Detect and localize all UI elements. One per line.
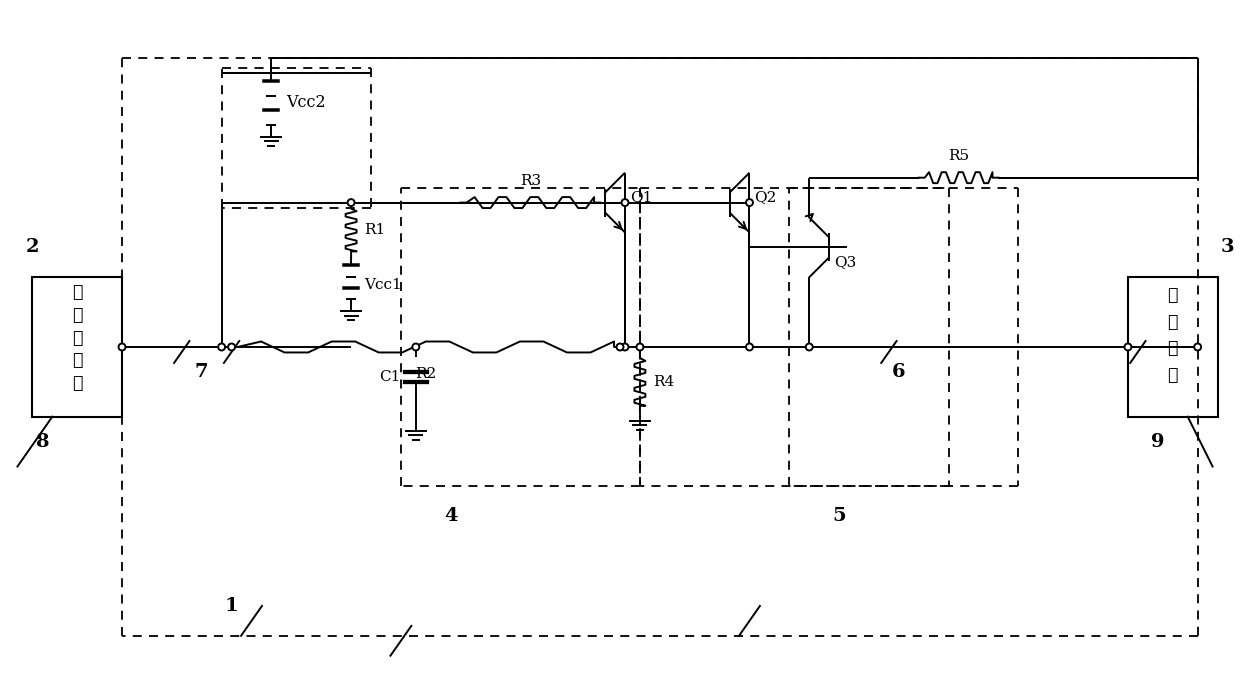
Circle shape	[347, 199, 355, 206]
Text: 8: 8	[36, 433, 50, 451]
Text: 7: 7	[195, 363, 208, 381]
Text: 6: 6	[892, 363, 905, 381]
Circle shape	[218, 344, 226, 350]
Text: R2: R2	[415, 367, 436, 381]
Text: 1: 1	[224, 597, 238, 615]
Circle shape	[621, 344, 629, 350]
Circle shape	[1125, 344, 1131, 350]
Circle shape	[1194, 344, 1202, 350]
Text: 3: 3	[1220, 238, 1234, 256]
Circle shape	[413, 344, 419, 350]
Text: R1: R1	[365, 223, 386, 237]
Text: 感: 感	[72, 352, 82, 370]
Text: C1: C1	[379, 370, 401, 384]
Text: 处: 处	[1168, 286, 1178, 304]
Text: R3: R3	[520, 174, 541, 188]
Text: Vcc2: Vcc2	[286, 95, 326, 111]
Circle shape	[228, 344, 236, 350]
Text: 5: 5	[832, 507, 846, 526]
Text: 4: 4	[444, 507, 458, 526]
Circle shape	[806, 344, 812, 350]
Text: 9: 9	[1151, 433, 1164, 451]
Text: 位: 位	[72, 284, 82, 301]
FancyBboxPatch shape	[1128, 278, 1218, 417]
Circle shape	[616, 344, 624, 350]
Text: Q3: Q3	[835, 256, 857, 269]
Text: 器: 器	[72, 375, 82, 392]
Circle shape	[746, 199, 753, 206]
Circle shape	[636, 344, 644, 350]
Circle shape	[746, 344, 753, 350]
Text: 路: 路	[1168, 368, 1178, 384]
Circle shape	[621, 199, 629, 206]
Text: 电: 电	[1168, 341, 1178, 357]
Text: Q1: Q1	[630, 190, 652, 205]
Circle shape	[119, 344, 125, 350]
Text: Vcc1: Vcc1	[365, 278, 402, 292]
Text: R5: R5	[949, 148, 970, 163]
Text: 理: 理	[1168, 313, 1178, 330]
Text: 移: 移	[72, 306, 82, 324]
Text: Q2: Q2	[754, 190, 776, 205]
FancyBboxPatch shape	[32, 278, 122, 417]
Text: 2: 2	[26, 238, 40, 256]
Text: R4: R4	[653, 375, 675, 389]
Text: 传: 传	[72, 330, 82, 346]
